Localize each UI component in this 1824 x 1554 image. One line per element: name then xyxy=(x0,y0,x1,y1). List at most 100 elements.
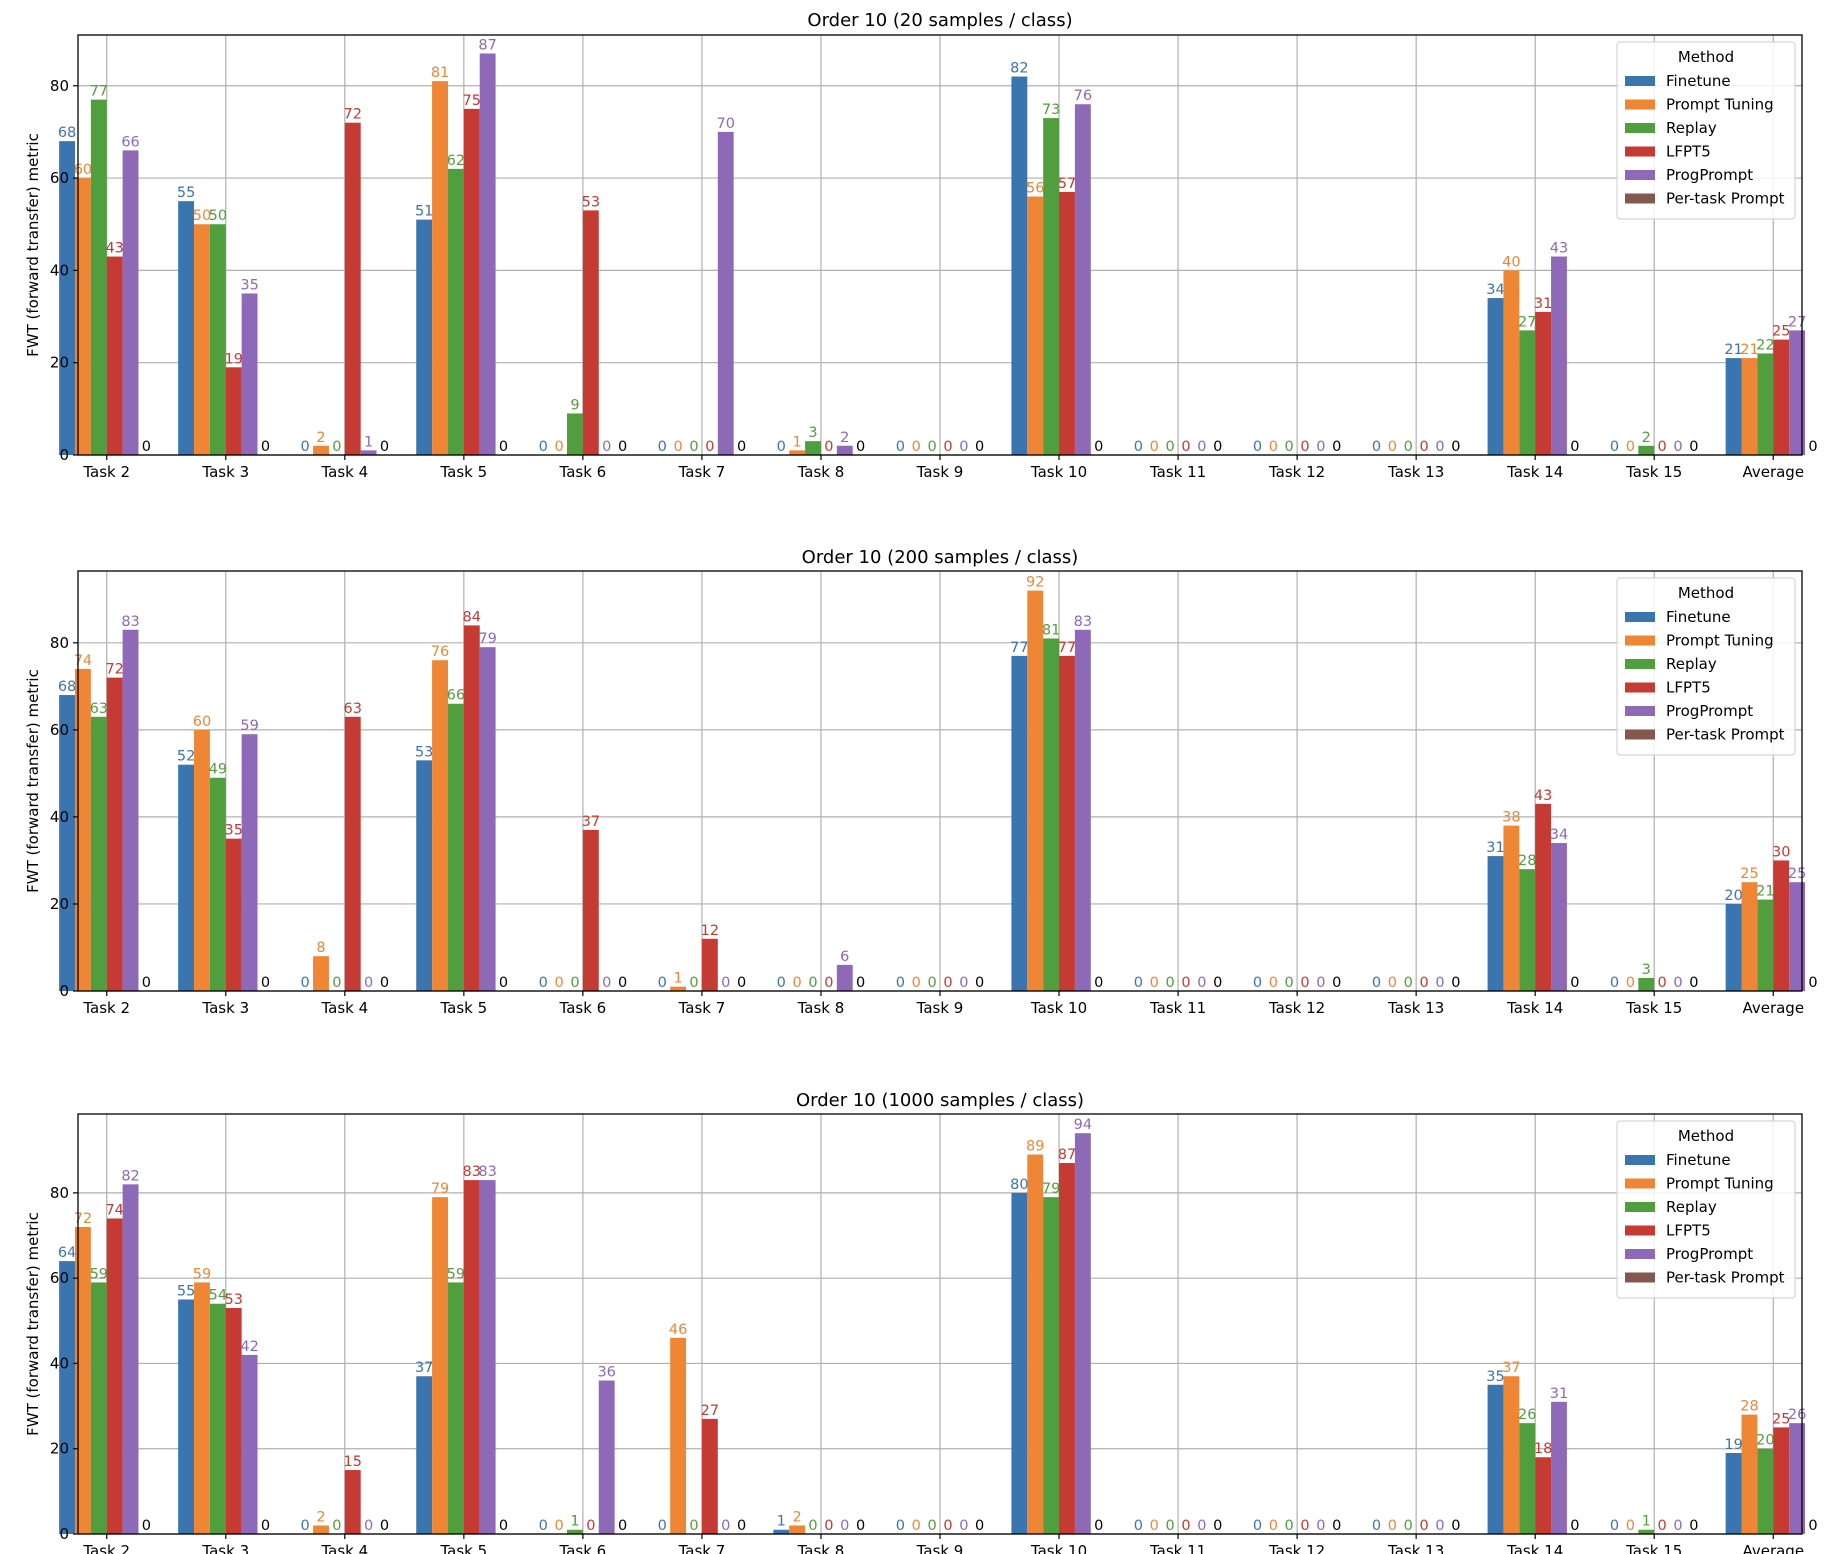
legend-swatch xyxy=(1625,170,1655,180)
bar-value-label: 0 xyxy=(1451,439,1460,455)
legend-entry-label: LFPT5 xyxy=(1666,143,1711,161)
bar-value-label: 1 xyxy=(364,434,373,450)
bar xyxy=(717,131,734,455)
legend-swatch xyxy=(1625,729,1655,740)
legend-entry-label: ProgPrompt xyxy=(1666,1245,1753,1263)
legend-swatch xyxy=(1625,612,1655,622)
bar-value-label: 82 xyxy=(121,1168,139,1184)
bar-value-label: 0 xyxy=(943,975,952,991)
bar xyxy=(122,150,139,455)
legend-entry-label: ProgPrompt xyxy=(1666,166,1753,184)
bar xyxy=(1487,298,1504,455)
bar-value-label: 0 xyxy=(539,1518,548,1534)
bar xyxy=(1551,1401,1567,1534)
bar-value-label: 0 xyxy=(1300,439,1309,455)
bar-value-label: 0 xyxy=(777,439,786,455)
x-tick-label: Task 10 xyxy=(1030,463,1087,481)
bar-value-label: 0 xyxy=(737,1518,746,1534)
x-tick-label: Task 13 xyxy=(1387,463,1444,481)
bar-value-label: 63 xyxy=(344,701,362,717)
bar-value-label: 0 xyxy=(927,1518,936,1534)
bar xyxy=(1638,977,1655,991)
bar-value-label: 0 xyxy=(1316,975,1325,991)
bar-value-label: 50 xyxy=(209,208,227,224)
x-tick-label: Task 4 xyxy=(320,1542,368,1554)
bar-value-label: 0 xyxy=(1626,439,1635,455)
bar-value-label: 0 xyxy=(1451,975,1460,991)
x-tick-label: Task 15 xyxy=(1625,1542,1682,1554)
bar-value-label: 0 xyxy=(975,975,984,991)
bar-value-label: 0 xyxy=(1300,1518,1309,1534)
bar-value-label: 27 xyxy=(1518,314,1536,330)
legend-swatch xyxy=(1625,1155,1655,1165)
bar xyxy=(1503,1376,1520,1534)
bar-value-label: 0 xyxy=(943,1518,952,1534)
bar-value-label: 0 xyxy=(1150,439,1159,455)
bar-value-label: 0 xyxy=(364,1518,373,1534)
bar xyxy=(582,210,599,455)
legend-swatch xyxy=(1625,1202,1655,1212)
bar xyxy=(1011,655,1028,991)
bar xyxy=(1638,1529,1655,1534)
bar-value-label: 31 xyxy=(1550,1386,1568,1402)
bar xyxy=(1043,638,1060,991)
bar-value-label: 87 xyxy=(1058,1147,1076,1163)
legend-entry-label: Per-task Prompt xyxy=(1666,190,1785,208)
bar-value-label: 0 xyxy=(499,439,508,455)
bar-value-label: 0 xyxy=(1150,975,1159,991)
bar-value-label: 0 xyxy=(959,439,968,455)
bar-value-label: 0 xyxy=(1689,439,1698,455)
bar xyxy=(241,293,258,455)
bar xyxy=(567,1529,583,1534)
bar-value-label: 68 xyxy=(58,125,76,141)
bar-value-label: 0 xyxy=(261,1518,270,1534)
bar-value-label: 0 xyxy=(658,1518,667,1534)
y-tick-label: 60 xyxy=(50,1269,69,1287)
bar-value-label: 56 xyxy=(1026,181,1044,197)
legend: Method Finetune Prompt Tuning Replay LFPT5 Pr… xyxy=(1616,41,1796,220)
x-tick-label: Task 2 xyxy=(82,1542,130,1554)
bar-value-label: 79 xyxy=(478,631,496,647)
x-tick-label: Task 8 xyxy=(797,999,845,1017)
bar xyxy=(582,829,599,991)
bar xyxy=(1551,256,1567,455)
bar xyxy=(194,224,210,455)
x-tick-label: Task 11 xyxy=(1149,463,1206,481)
bar xyxy=(209,1303,226,1534)
bar-value-label: 0 xyxy=(1094,975,1103,991)
bar xyxy=(463,108,480,455)
bar-value-label: 1 xyxy=(673,971,682,987)
bar-value-label: 0 xyxy=(737,975,746,991)
legend-swatch xyxy=(1625,706,1655,716)
x-tick-label: Task 14 xyxy=(1506,999,1563,1017)
bar xyxy=(1074,1133,1091,1534)
x-tick-label: Task 10 xyxy=(1030,999,1087,1017)
bar-value-label: 0 xyxy=(1689,1518,1698,1534)
bar-value-label: 0 xyxy=(602,439,611,455)
x-tick-label: Task 14 xyxy=(1506,463,1563,481)
bar-value-label: 0 xyxy=(1419,975,1428,991)
bar-value-label: 0 xyxy=(142,439,151,455)
bar-value-label: 0 xyxy=(1197,439,1206,455)
bar xyxy=(1773,860,1790,991)
bar xyxy=(1519,869,1536,991)
bar xyxy=(598,1380,615,1534)
bar-value-label: 21 xyxy=(1740,342,1758,358)
x-tick-label: Task 13 xyxy=(1387,1542,1444,1554)
bar-value-label: 0 xyxy=(554,975,563,991)
x-tick-label: Task 13 xyxy=(1387,999,1444,1017)
bar-value-label: 0 xyxy=(1626,1518,1635,1534)
bar-value-label: 0 xyxy=(1658,439,1667,455)
bar-value-label: 0 xyxy=(1213,975,1222,991)
bar xyxy=(1011,1192,1028,1534)
x-tick-label: Task 5 xyxy=(440,463,488,481)
bar-value-label: 64 xyxy=(58,1245,76,1261)
